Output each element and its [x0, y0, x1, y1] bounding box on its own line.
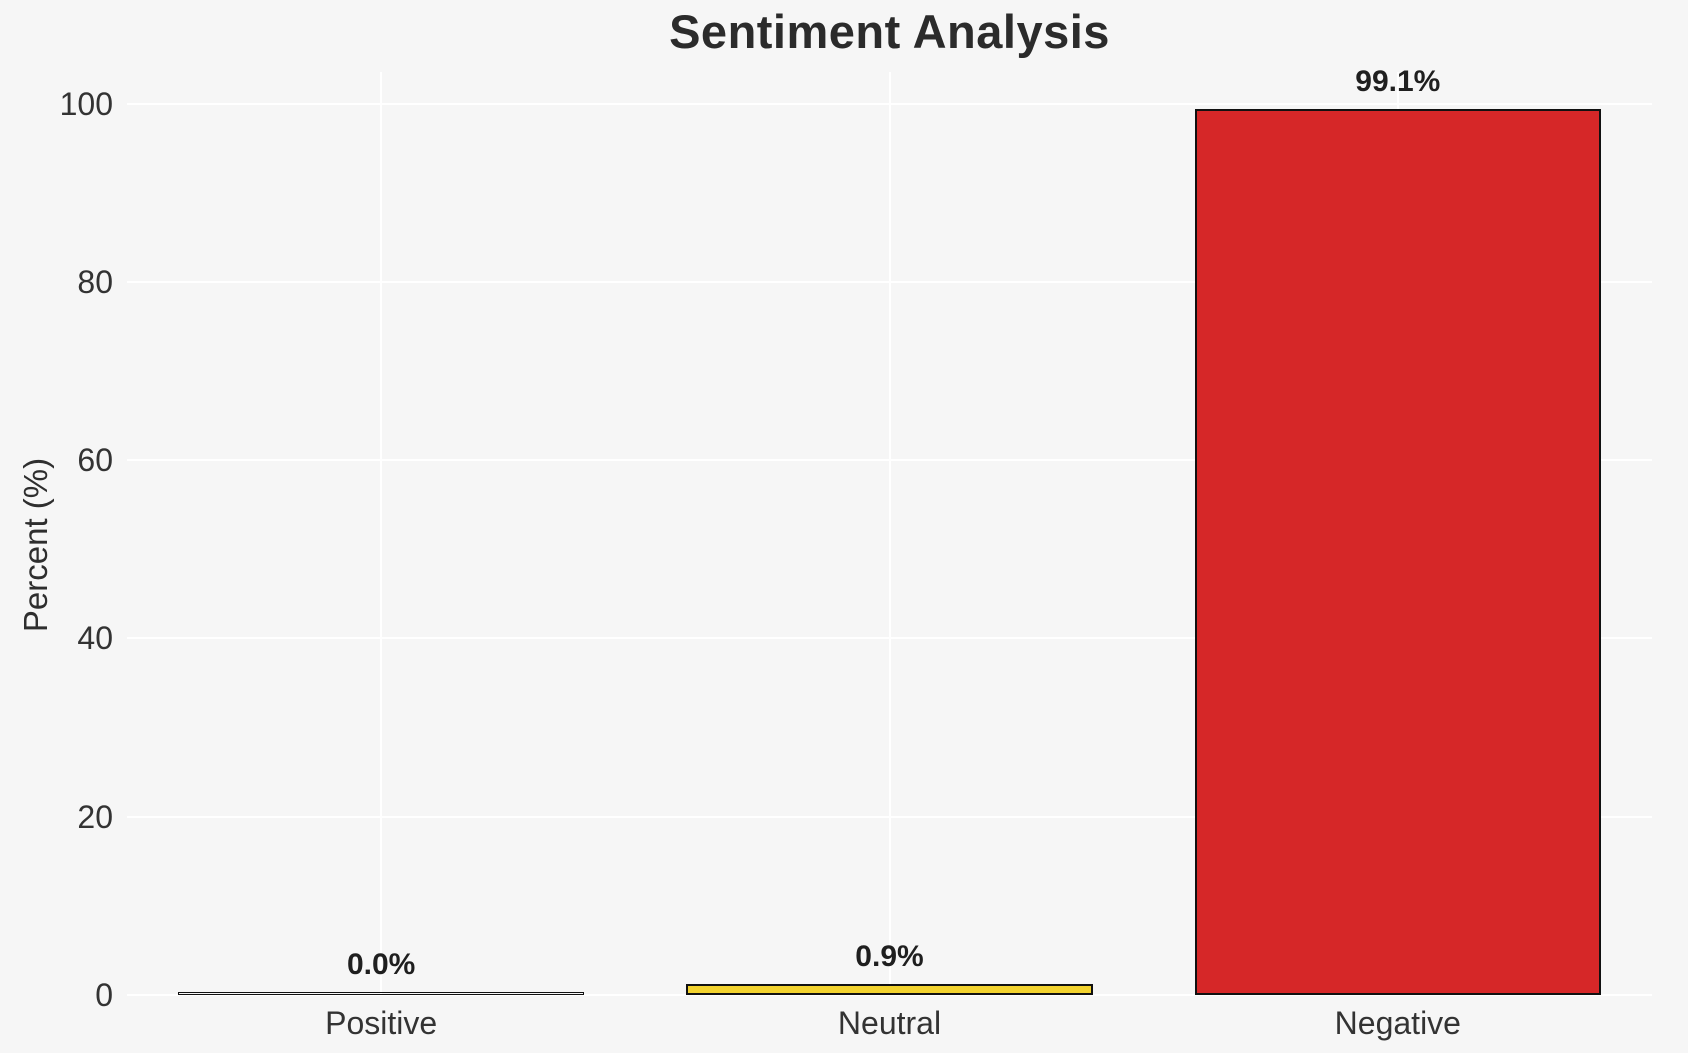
bar-negative	[1194, 109, 1602, 995]
gridline-horizontal	[127, 994, 1652, 996]
gridline-vertical	[380, 72, 383, 995]
x-tick-label-neutral: Neutral	[837, 1005, 942, 1041]
y-tick-label: 60	[77, 442, 113, 479]
y-tick-label: 0	[95, 977, 113, 1013]
bar-neutral	[686, 984, 1093, 995]
gridline-vertical	[888, 72, 891, 995]
chart-title: Sentiment Analysis	[669, 5, 1110, 58]
y-tick-label: 80	[77, 263, 113, 300]
y-tick-label: 20	[77, 798, 113, 835]
y-tick-label: 40	[77, 620, 113, 657]
y-tick-label: 100	[59, 85, 113, 122]
x-tick-label-positive: Positive	[325, 1005, 438, 1041]
x-tick-label-negative: Negative	[1334, 1005, 1461, 1041]
bar-value-label-neutral: 0.9%	[855, 940, 924, 974]
y-axis-label: Percent (%)	[17, 457, 54, 633]
bar-value-label-positive: 0.0%	[346, 948, 416, 981]
bar-value-label-negative: 99.1%	[1355, 65, 1441, 99]
bar-positive	[177, 992, 585, 995]
